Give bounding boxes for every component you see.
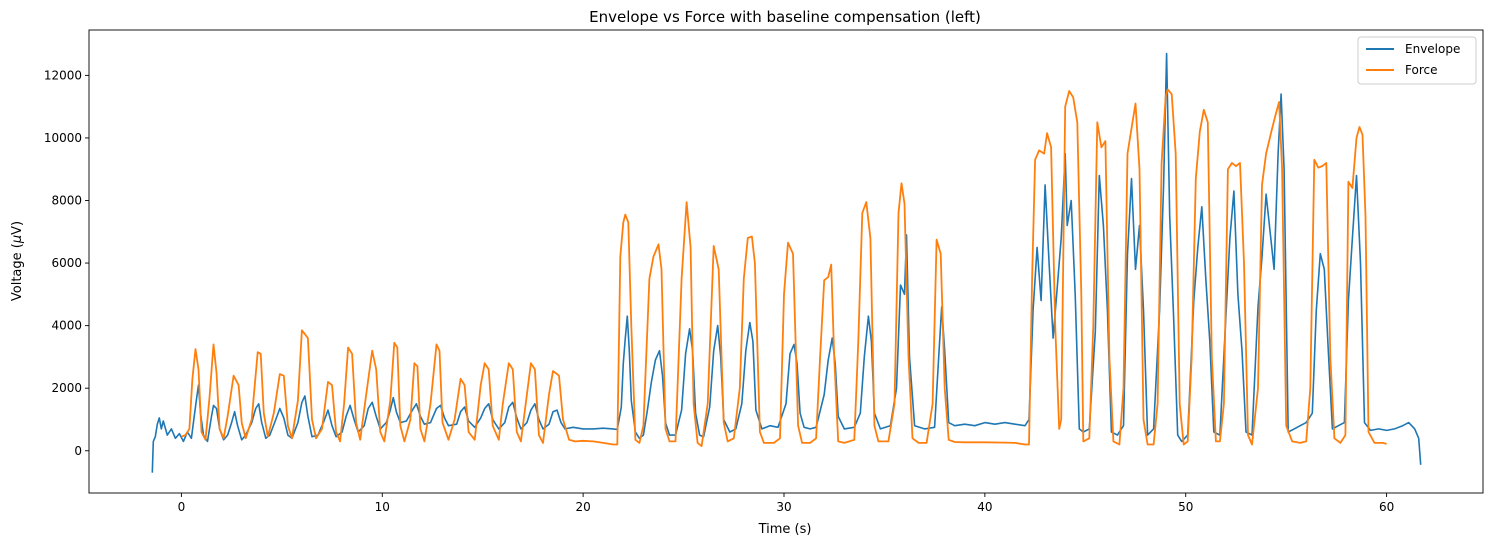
- y-tick-label: 0: [74, 444, 82, 458]
- x-tick-label: 30: [776, 500, 791, 514]
- chart-title: Envelope vs Force with baseline compensa…: [589, 8, 981, 26]
- legend-label-envelope: Envelope: [1405, 42, 1460, 56]
- plot-area: [151, 52, 1422, 473]
- x-axis-label: Time (s): [758, 522, 812, 537]
- axes-frame: [88, 29, 1484, 494]
- x-tick-label: 10: [375, 500, 390, 514]
- y-axis-label-mu: μ: [10, 235, 25, 244]
- legend-label-force: Force: [1405, 63, 1437, 77]
- x-tick-label: 40: [977, 500, 992, 514]
- y-axis-label: Voltage (μV): [10, 221, 25, 301]
- y-tick-label: 4000: [51, 319, 82, 333]
- legend: Envelope Force: [1357, 36, 1477, 85]
- series-line-envelope: [151, 52, 1422, 473]
- series-line-force: [181, 88, 1387, 448]
- y-axis-label-prefix: Voltage (: [10, 243, 25, 301]
- y-tick-label: 8000: [51, 193, 82, 207]
- x-tick-label: 20: [575, 500, 590, 514]
- y-axis: 0 2000 4000 6000 8000 10000 12000: [44, 68, 89, 458]
- y-tick-label: 10000: [44, 131, 82, 145]
- x-axis: 0 10 20 30 40 50 60: [178, 493, 1394, 514]
- y-axis-label-suffix: V): [10, 221, 25, 235]
- y-tick-label: 6000: [51, 256, 82, 270]
- x-tick-label: 0: [178, 500, 186, 514]
- x-tick-label: 50: [1178, 500, 1193, 514]
- y-tick-label: 2000: [51, 381, 82, 395]
- y-tick-label: 12000: [44, 68, 82, 82]
- x-tick-label: 60: [1379, 500, 1394, 514]
